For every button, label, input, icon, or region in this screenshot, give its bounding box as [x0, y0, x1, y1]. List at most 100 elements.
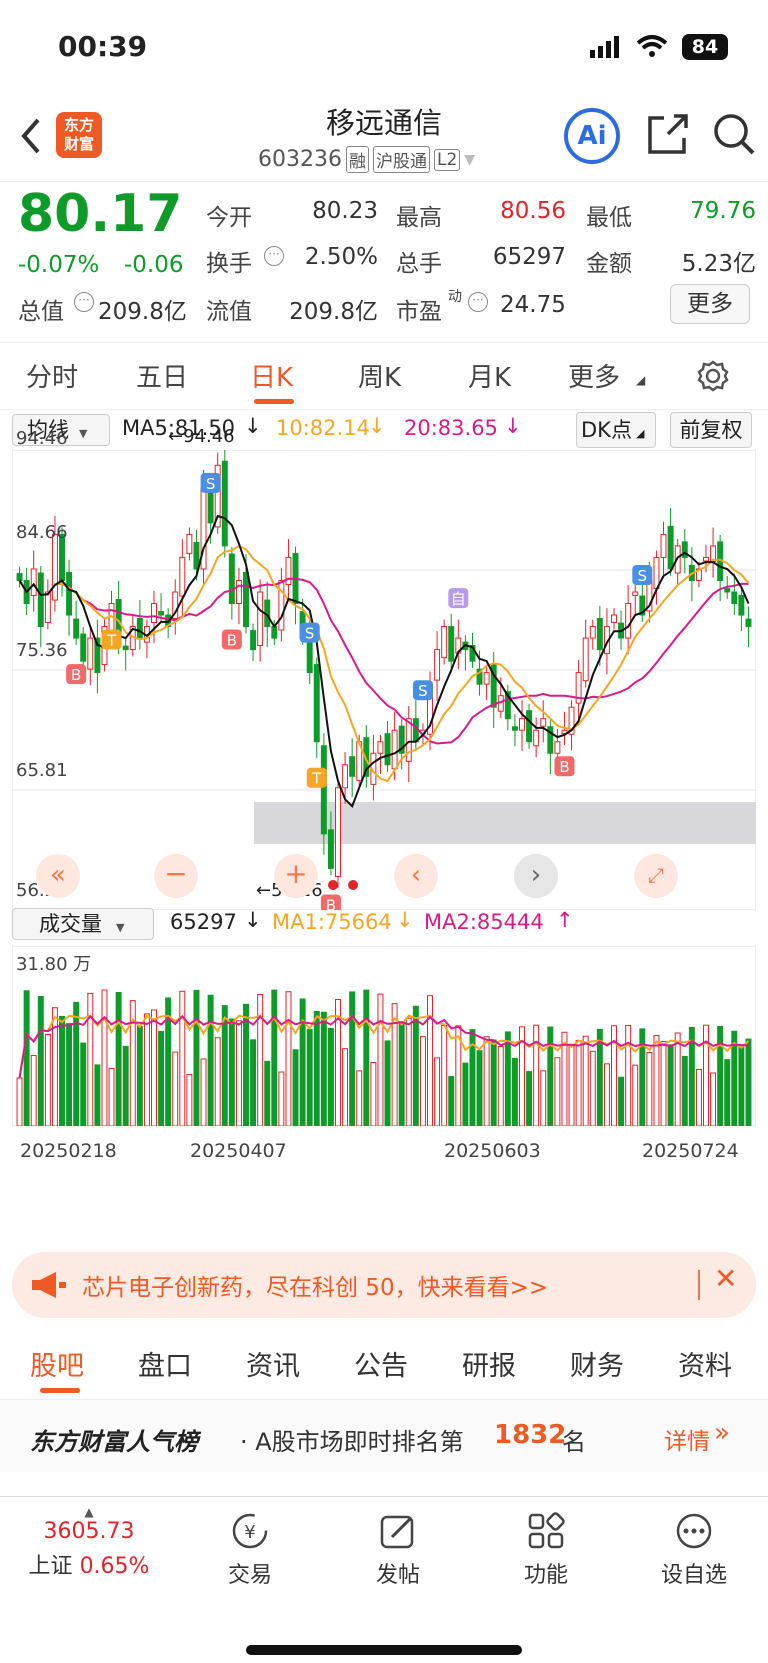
volume-select[interactable]: 成交量 ▼ [12, 908, 154, 940]
share-icon[interactable] [646, 112, 690, 156]
candle-body [158, 611, 165, 616]
signal-marker-label: S [638, 567, 648, 585]
tab-finance[interactable]: 财务 [570, 1351, 624, 1382]
info-icon[interactable]: ··· [468, 292, 488, 312]
tab-pankou[interactable]: 盘口 [138, 1351, 192, 1382]
megaphone-icon [32, 1272, 66, 1298]
chevron-left-icon[interactable] [18, 116, 44, 156]
signal-marker[interactable] [448, 588, 469, 609]
volume-bar [575, 1040, 582, 1126]
volume-bar [172, 1051, 179, 1126]
nav-functions[interactable]: 功能 [486, 1511, 606, 1589]
candle-body [469, 645, 476, 662]
candle-body [313, 664, 320, 743]
price-axis-top: 94.46 [16, 428, 68, 449]
candle-body [66, 571, 73, 616]
nav-watchlist[interactable]: 设自选 [634, 1511, 754, 1589]
volume-bar [243, 1003, 249, 1126]
volume-bar [625, 1025, 632, 1126]
ma20-line [18, 577, 749, 745]
scroll-left-fast-button[interactable]: « [36, 854, 80, 898]
ma-select-label: 均线 [27, 418, 69, 442]
signal-marker[interactable] [320, 894, 341, 910]
volume-bar [568, 1045, 575, 1126]
signal-marker[interactable] [632, 565, 653, 586]
tab-weekly-k[interactable]: 周K [358, 363, 402, 393]
adjust-mode-button[interactable]: 前复权 [670, 412, 752, 448]
volume-bar [115, 991, 122, 1126]
volume-bar [377, 993, 384, 1126]
tab-monthly-k[interactable]: 月K [468, 363, 512, 393]
tab-intraday[interactable]: 分时 [26, 363, 79, 393]
candle-body [738, 594, 745, 616]
signal-marker[interactable] [221, 629, 242, 650]
tab-news[interactable]: 资讯 [246, 1351, 300, 1382]
dk-point-button[interactable]: DK点 ◢ [576, 412, 656, 448]
candle-body [554, 741, 561, 754]
ma-select[interactable]: 均线 ▼ [12, 414, 110, 446]
info-icon[interactable]: ··· [264, 246, 284, 266]
volume-label: 总手 [396, 251, 442, 277]
nav-watchlist-label: 设自选 [660, 1563, 727, 1588]
tab-daily-k[interactable]: 日K [250, 363, 294, 393]
signal-marker[interactable] [200, 472, 221, 493]
volume-bar [519, 1026, 525, 1126]
candle-body [51, 533, 58, 601]
index-value: 3605.73 [43, 1519, 135, 1544]
promo-banner[interactable]: 芯片电子创新药，尽在科创 50，快来看看>> ✕ [12, 1252, 756, 1318]
volume-now: 65297 [170, 910, 237, 934]
rank-suffix: 名 [562, 1428, 586, 1456]
volume-bar [688, 1026, 695, 1126]
ma5-line [18, 514, 750, 808]
wifi-icon [636, 35, 668, 57]
nav-trade-label: 交易 [227, 1563, 272, 1588]
fullscreen-button[interactable]: ⤢ [634, 854, 678, 898]
tab-announcement[interactable]: 公告 [354, 1351, 408, 1382]
zoom-out-button[interactable]: − [154, 854, 198, 898]
gear-icon[interactable] [696, 359, 730, 393]
nav-trade[interactable]: ¥ 交易 [190, 1511, 310, 1589]
candle-body [441, 626, 448, 659]
stock-code-row[interactable]: 603236 融 沪股通 L2 ▼ [258, 146, 475, 173]
tab-five-day[interactable]: 五日 [136, 363, 189, 393]
search-icon[interactable] [712, 112, 756, 156]
change-amount: -0.06 [124, 252, 184, 278]
signal-marker[interactable] [299, 622, 320, 643]
signal-marker[interactable] [412, 680, 433, 701]
volume-bar [695, 1068, 702, 1126]
candle-body [285, 556, 292, 586]
rank-detail-link[interactable]: 详情 [664, 1429, 710, 1455]
tab-more[interactable]: 更多 [568, 363, 621, 393]
tab-research[interactable]: 研报 [462, 1351, 516, 1382]
kline-plot[interactable]: S S S S B B B B T T 自 [12, 450, 756, 910]
info-icon[interactable]: ··· [74, 292, 94, 312]
volume-bar [511, 1057, 518, 1126]
tab-profile[interactable]: 资料 [678, 1351, 732, 1382]
dropdown-caret-icon: ▼ [79, 427, 88, 440]
tab-guba[interactable]: 股吧 [30, 1351, 84, 1382]
scroll-right-button[interactable]: › [514, 854, 558, 898]
signal-marker[interactable] [101, 629, 122, 650]
index-percent: 0.65% [79, 1554, 150, 1579]
volume-bar [490, 1039, 497, 1126]
signal-marker[interactable] [66, 664, 87, 685]
more-button[interactable]: 更多 [670, 284, 750, 324]
signal-marker[interactable] [554, 756, 575, 777]
zoom-in-button[interactable]: + [274, 854, 318, 898]
nav-post[interactable]: 发帖 [338, 1511, 458, 1589]
candle-body [476, 668, 483, 685]
candle-body [695, 568, 702, 581]
scroll-left-button[interactable]: ‹ [394, 854, 438, 898]
popularity-rank-bar[interactable]: 东方财富人气榜 · A股市场即时排名第 1832 名 详情 » [0, 1400, 768, 1472]
candle-body [596, 617, 603, 651]
ai-button[interactable]: Ai [564, 108, 620, 164]
index-quote[interactable]: ▲ 3605.73 上证 0.65% [24, 1505, 154, 1580]
candle-body [504, 691, 511, 720]
close-icon[interactable]: ✕ [714, 1262, 738, 1295]
signal-marker[interactable] [306, 767, 327, 788]
volume-bar [710, 1072, 717, 1126]
kline-chart[interactable]: 均线 ▼ MA5:81.50 ↓ 10:82.14 ↓ 20:83.65 ↓ DK… [0, 410, 768, 1240]
date-label: 20250218 [20, 1140, 117, 1162]
up-arrow-icon: ↑ [556, 908, 574, 932]
volume-bar [462, 1062, 469, 1126]
